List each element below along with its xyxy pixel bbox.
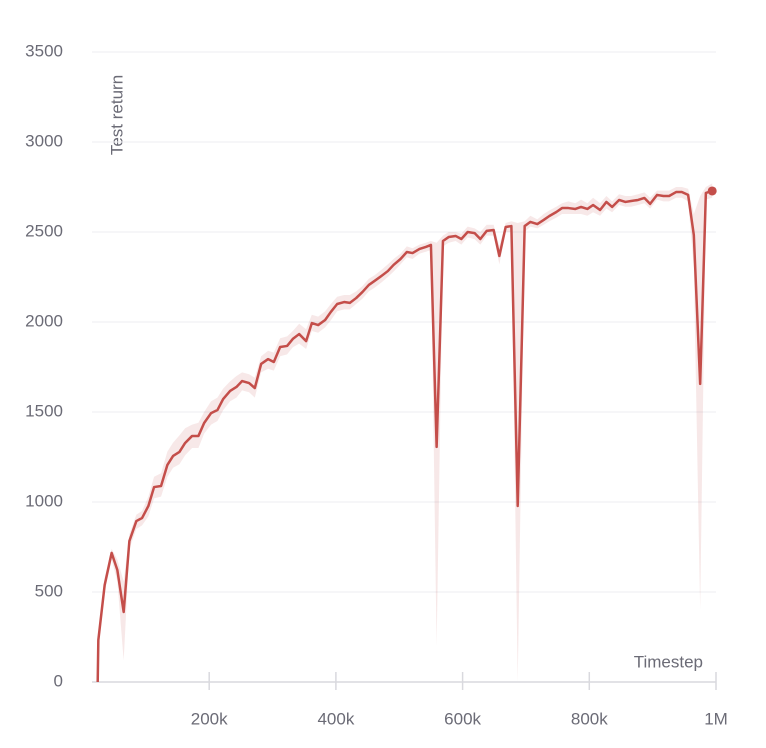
x-tick-label: 1M: [704, 709, 728, 728]
y-tick-label: 3500: [25, 41, 63, 60]
x-tick-label: 800k: [571, 709, 608, 728]
line: [96, 189, 713, 683]
y-tick-label: 2000: [25, 311, 63, 330]
x-tick-label: 600k: [444, 709, 481, 728]
y-tick-label: 0: [54, 671, 63, 690]
y-tick-label: 1000: [25, 491, 63, 510]
end-point: [707, 186, 717, 196]
error-band: [97, 183, 713, 682]
x-tick-label: 200k: [191, 709, 228, 728]
y-tick-label: 500: [35, 581, 63, 600]
y-tick-label: 2500: [25, 221, 63, 240]
x-tick-label: 400k: [317, 709, 354, 728]
x-axis-label: Timestep: [634, 652, 703, 671]
y-tick-label: 3000: [25, 131, 63, 150]
y-axis-label: Test return: [107, 75, 126, 155]
y-tick-label: 1500: [25, 401, 63, 420]
